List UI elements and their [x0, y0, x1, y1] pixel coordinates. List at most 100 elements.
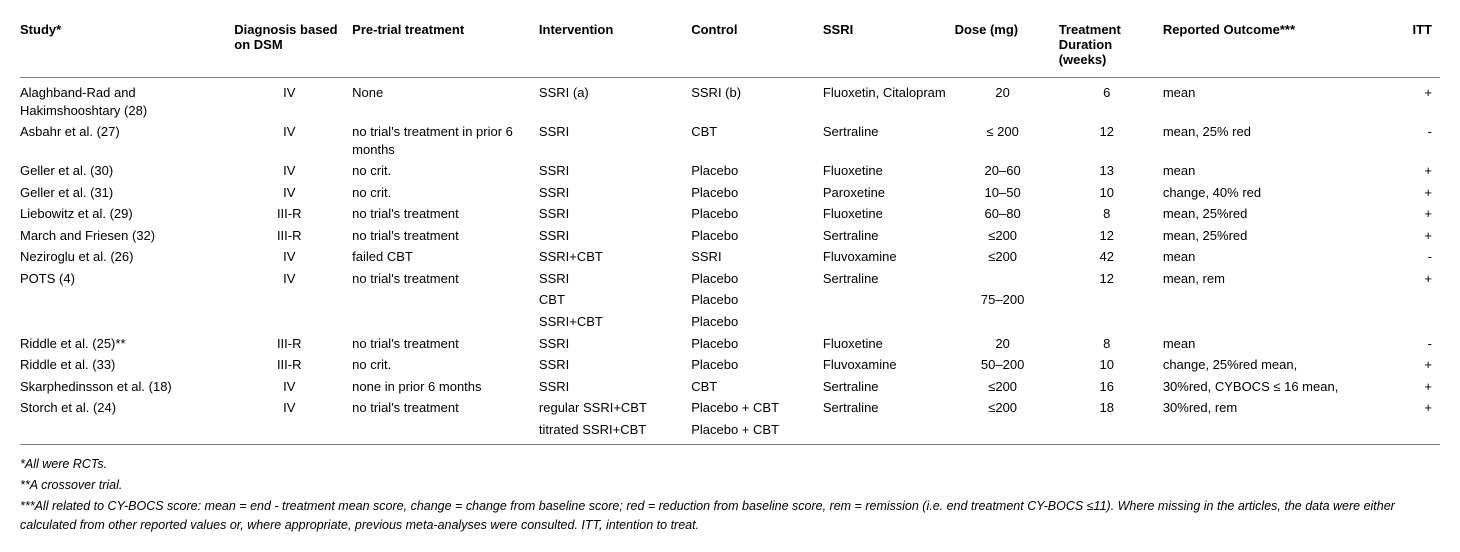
cell-diag: IV — [234, 182, 352, 204]
cell-dose — [955, 268, 1059, 290]
cell-interv: SSRI — [539, 121, 691, 160]
table-row: Neziroglu et al. (26)IVfailed CBTSSRI+CB… — [20, 246, 1440, 268]
cell-diag — [234, 419, 352, 445]
cell-dose: 50–200 — [955, 354, 1059, 376]
cell-out: mean — [1163, 78, 1377, 122]
cell-ssri: Fluvoxamine — [823, 246, 955, 268]
table-row: March and Friesen (32)III-Rno trial's tr… — [20, 225, 1440, 247]
table-row: SSRI+CBTPlacebo — [20, 311, 1440, 333]
cell-itt: + — [1377, 354, 1440, 376]
cell-control: SSRI (b) — [691, 78, 823, 122]
cell-dur: 18 — [1059, 397, 1163, 419]
table-row: Alaghband-Rad and Hakimshooshtary (28)IV… — [20, 78, 1440, 122]
cell-control: Placebo + CBT — [691, 397, 823, 419]
cell-dur: 10 — [1059, 354, 1163, 376]
cell-study: Liebowitz et al. (29) — [20, 203, 234, 225]
col-diag: Diagnosis based on DSM — [234, 16, 352, 78]
cell-itt: + — [1377, 376, 1440, 398]
cell-control: Placebo — [691, 203, 823, 225]
cell-diag: IV — [234, 78, 352, 122]
cell-study: Asbahr et al. (27) — [20, 121, 234, 160]
cell-dur: 12 — [1059, 268, 1163, 290]
cell-control: Placebo + CBT — [691, 419, 823, 445]
cell-ssri: Sertraline — [823, 225, 955, 247]
cell-itt: - — [1377, 246, 1440, 268]
cell-study — [20, 311, 234, 333]
cell-itt — [1377, 289, 1440, 311]
col-dur: Treatment Duration (weeks) — [1059, 16, 1163, 78]
cell-out: mean — [1163, 246, 1377, 268]
cell-interv: SSRI — [539, 160, 691, 182]
cell-pretr: no trial's treatment in prior 6 months — [352, 121, 539, 160]
cell-ssri: Sertraline — [823, 268, 955, 290]
cell-out: change, 40% red — [1163, 182, 1377, 204]
cell-control: Placebo — [691, 268, 823, 290]
cell-control: Placebo — [691, 182, 823, 204]
cell-interv: SSRI — [539, 268, 691, 290]
col-dose: Dose (mg) — [955, 16, 1059, 78]
cell-control: Placebo — [691, 354, 823, 376]
table-row: Riddle et al. (33)III-Rno crit.SSRIPlace… — [20, 354, 1440, 376]
cell-ssri: Sertraline — [823, 121, 955, 160]
cell-out: mean — [1163, 333, 1377, 355]
table-row: CBTPlacebo75–200 — [20, 289, 1440, 311]
cell-interv: CBT — [539, 289, 691, 311]
cell-interv: SSRI — [539, 376, 691, 398]
cell-control: CBT — [691, 121, 823, 160]
cell-study: Riddle et al. (25)** — [20, 333, 234, 355]
cell-study — [20, 419, 234, 445]
footnote: **A crossover trial. — [20, 476, 1440, 495]
cell-out — [1163, 289, 1377, 311]
table-row: Asbahr et al. (27)IVno trial's treatment… — [20, 121, 1440, 160]
cell-dose: 10–50 — [955, 182, 1059, 204]
cell-out: 30%red, rem — [1163, 397, 1377, 419]
cell-diag: III-R — [234, 333, 352, 355]
cell-dur: 6 — [1059, 78, 1163, 122]
cell-interv: titrated SSRI+CBT — [539, 419, 691, 445]
cell-dose: ≤200 — [955, 225, 1059, 247]
cell-ssri: Paroxetine — [823, 182, 955, 204]
cell-dur: 42 — [1059, 246, 1163, 268]
cell-pretr: no trial's treatment — [352, 225, 539, 247]
cell-pretr: no trial's treatment — [352, 397, 539, 419]
cell-itt: + — [1377, 203, 1440, 225]
cell-itt: + — [1377, 78, 1440, 122]
cell-pretr: no crit. — [352, 354, 539, 376]
cell-diag: III-R — [234, 354, 352, 376]
cell-control: SSRI — [691, 246, 823, 268]
cell-dose: 20 — [955, 333, 1059, 355]
cell-dose: 20 — [955, 78, 1059, 122]
cell-diag: IV — [234, 121, 352, 160]
cell-out: mean, 25% red — [1163, 121, 1377, 160]
cell-interv: SSRI+CBT — [539, 311, 691, 333]
cell-itt: - — [1377, 121, 1440, 160]
cell-study: Neziroglu et al. (26) — [20, 246, 234, 268]
cell-dur: 8 — [1059, 333, 1163, 355]
cell-diag: III-R — [234, 203, 352, 225]
cell-study: Geller et al. (30) — [20, 160, 234, 182]
cell-out: mean, 25%red — [1163, 225, 1377, 247]
cell-study: March and Friesen (32) — [20, 225, 234, 247]
cell-control: CBT — [691, 376, 823, 398]
col-interv: Intervention — [539, 16, 691, 78]
cell-study — [20, 289, 234, 311]
cell-interv: SSRI — [539, 225, 691, 247]
cell-pretr: no trial's treatment — [352, 268, 539, 290]
cell-pretr: no crit. — [352, 182, 539, 204]
cell-dur: 13 — [1059, 160, 1163, 182]
cell-control: Placebo — [691, 225, 823, 247]
cell-study: Geller et al. (31) — [20, 182, 234, 204]
cell-itt — [1377, 311, 1440, 333]
cell-dose: ≤ 200 — [955, 121, 1059, 160]
cell-control: Placebo — [691, 311, 823, 333]
cell-ssri — [823, 311, 955, 333]
cell-pretr — [352, 419, 539, 445]
footnotes: *All were RCTs. **A crossover trial. ***… — [20, 455, 1440, 534]
cell-diag: IV — [234, 397, 352, 419]
table-row: Riddle et al. (25)**III-Rno trial's trea… — [20, 333, 1440, 355]
cell-dose: 75–200 — [955, 289, 1059, 311]
cell-dur: 10 — [1059, 182, 1163, 204]
cell-interv: SSRI (a) — [539, 78, 691, 122]
table-row: Skarphedinsson et al. (18)IVnone in prio… — [20, 376, 1440, 398]
footnote: ***All related to CY-BOCS score: mean = … — [20, 497, 1440, 535]
